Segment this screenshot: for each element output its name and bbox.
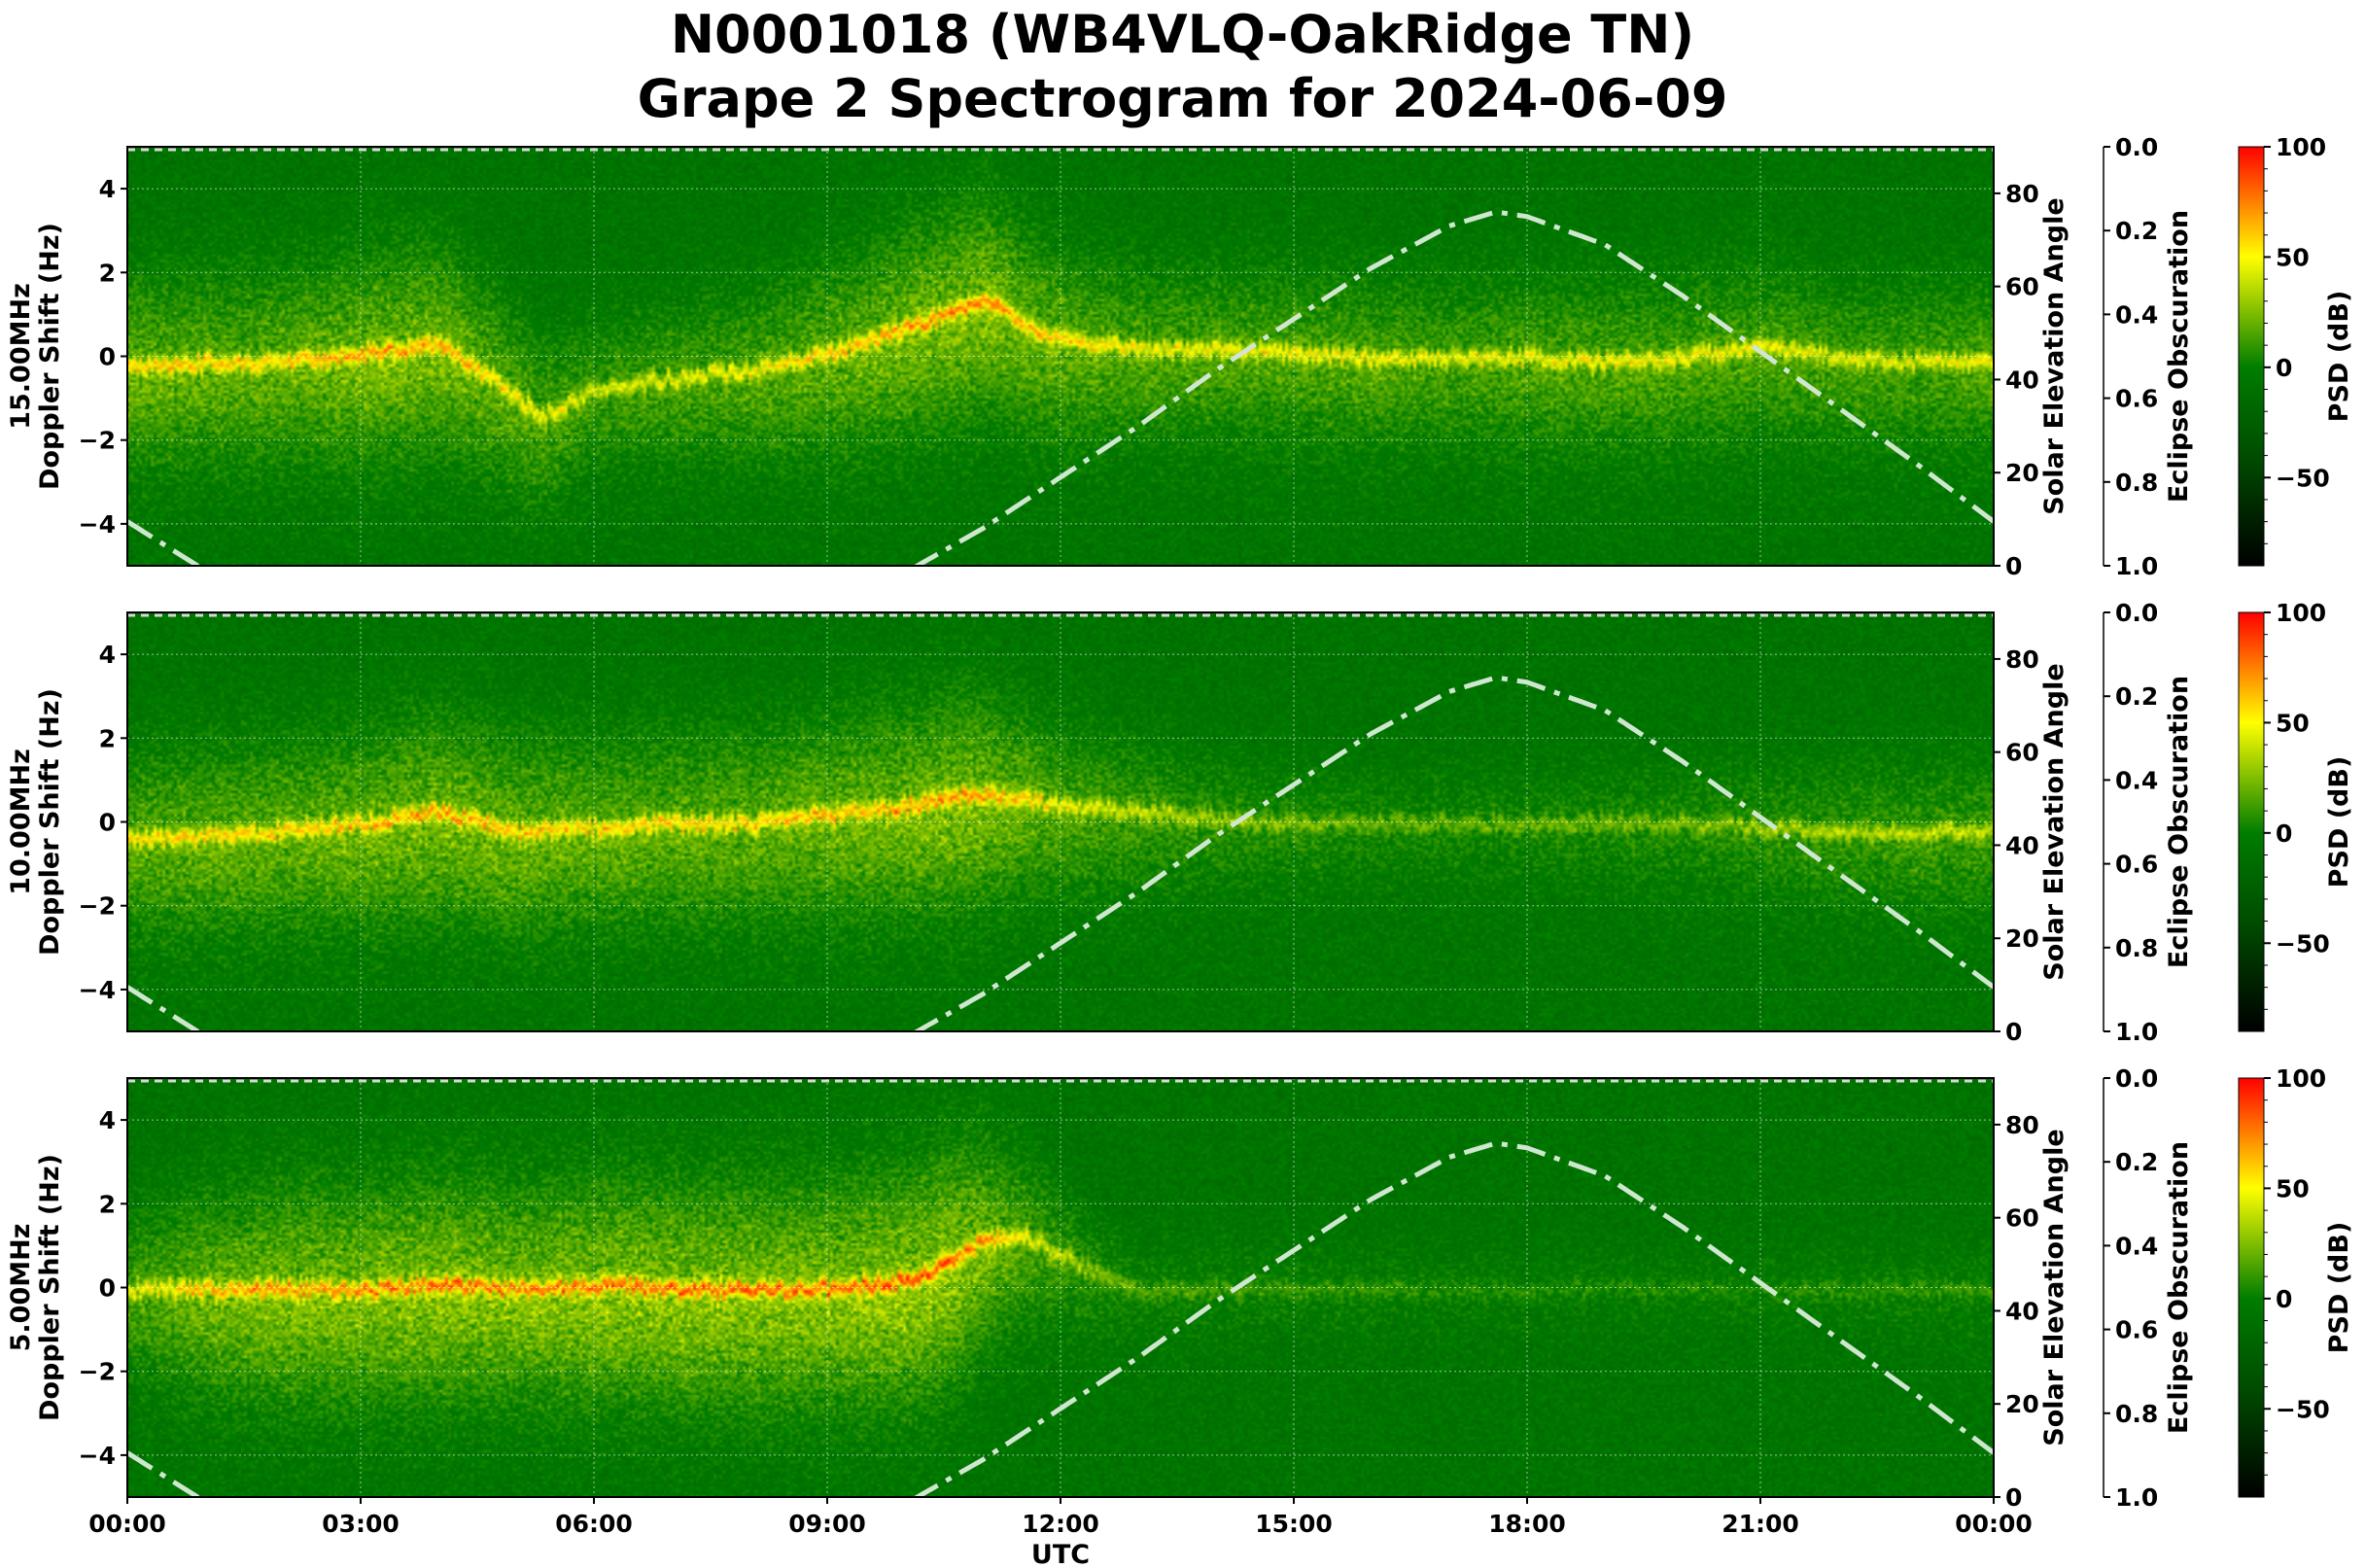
eclipse-tick-label: 0.8 [2115,1400,2158,1428]
colorbar [2238,146,2265,567]
y-tick-label: −4 [79,976,116,1004]
frequency-label: 15.00MHz [6,283,36,430]
y-tick-label: 2 [99,1190,116,1218]
x-tick-label: 21:00 [1722,1510,1799,1538]
elevation-tick-label: 20 [2005,1390,2039,1418]
y-tick-label: 0 [99,343,116,371]
elevation-tick-label: 80 [2005,1111,2039,1139]
elevation-tick-label: 20 [2005,459,2039,487]
y-tick-label: 4 [99,175,116,203]
elevation-tick-label: 0 [2005,552,2022,580]
eclipse-tick-label: 0.0 [2115,599,2158,627]
colorbar-tick-label: 50 [2276,243,2310,271]
y-tick-label: 4 [99,641,116,669]
eclipse-tick-label: 0.2 [2115,1148,2158,1176]
elevation-tick-label: 20 [2005,924,2039,953]
colorbar-tick-label: 0 [2276,354,2292,382]
colorbar-tick-label: −50 [2276,929,2330,958]
elevation-tick-label: 40 [2005,831,2039,859]
x-tick-label: 12:00 [1022,1510,1099,1538]
x-tick-label: 03:00 [322,1510,400,1538]
eclipse-tick-label: 0.0 [2115,1064,2158,1093]
colorbar-tick-label: 0 [2276,819,2292,848]
x-tick-label: 00:00 [1955,1510,2033,1538]
colorbar [2238,611,2265,1032]
x-tick-label: 18:00 [1488,1510,1566,1538]
colorbar [2238,1077,2265,1498]
elevation-tick-label: 0 [2005,1483,2022,1512]
y-tick-label: −2 [79,427,116,455]
solar-elevation-curve [127,209,1994,566]
x-tick-label: 09:00 [788,1510,866,1538]
eclipse-axis-label: Eclipse Obscuration [2164,676,2194,968]
y-tick-label: 2 [99,259,116,287]
eclipse-tick-label: 0.6 [2115,851,2158,879]
eclipse-axis-label: Eclipse Obscuration [2164,1141,2194,1434]
colorbar-label: PSD (dB) [2324,291,2354,423]
colorbar-tick-label: 100 [2276,1064,2326,1093]
frequency-label: 10.00MHz [6,749,36,895]
eclipse-tick-label: 1.0 [2115,1483,2158,1512]
y-tick-label: 2 [99,724,116,752]
eclipse-tick-label: 0.4 [2115,300,2158,329]
elevation-tick-label: 60 [2005,739,2039,767]
colorbar-label: PSD (dB) [2324,756,2354,889]
x-axis-label: UTC [1031,1540,1090,1568]
y-tick-label: −4 [79,510,116,539]
colorbar-tick-label: 0 [2276,1285,2292,1313]
solar-elevation-curve [127,675,1994,1031]
elevation-axis-label: Solar Elevation Angle [2039,1129,2069,1446]
eclipse-tick-label: 0.6 [2115,385,2158,413]
y-tick-label: 0 [99,1274,116,1303]
elevation-tick-label: 60 [2005,273,2039,301]
y-axis-label: Doppler Shift (Hz) [35,223,65,490]
colorbar-tick-label: 100 [2276,599,2326,627]
colorbar-tick-label: −50 [2276,464,2330,492]
eclipse-tick-label: 0.0 [2115,133,2158,161]
eclipse-tick-label: 0.2 [2115,217,2158,245]
figure-title-line1: N0001018 (WB4VLQ-OakRidge TN) [670,4,1695,65]
elevation-tick-label: 80 [2005,180,2039,208]
y-axis-label: Doppler Shift (Hz) [35,1154,65,1421]
x-tick-label: 06:00 [555,1510,633,1538]
elevation-tick-label: 40 [2005,366,2039,394]
colorbar-tick-label: −50 [2276,1395,2330,1423]
eclipse-tick-label: 0.2 [2115,682,2158,711]
y-tick-label: 0 [99,809,116,837]
y-tick-label: −2 [79,1358,116,1386]
x-tick-label: 00:00 [88,1510,166,1538]
elevation-tick-label: 80 [2005,645,2039,674]
colorbar-tick-label: 50 [2276,709,2310,737]
colorbar-tick-label: 100 [2276,133,2326,161]
colorbar-label: PSD (dB) [2324,1222,2354,1354]
colorbar-tick-label: 50 [2276,1174,2310,1202]
x-tick-label: 15:00 [1255,1510,1333,1538]
eclipse-tick-label: 0.8 [2115,934,2158,962]
eclipse-tick-label: 1.0 [2115,552,2158,580]
elevation-axis-label: Solar Elevation Angle [2039,663,2069,980]
y-axis-label: Doppler Shift (Hz) [35,688,65,956]
frequency-label: 5.00MHz [6,1224,36,1352]
solar-elevation-curve [127,1140,1994,1497]
elevation-tick-label: 40 [2005,1297,2039,1325]
y-tick-label: −2 [79,892,116,921]
eclipse-tick-label: 0.4 [2115,766,2158,794]
eclipse-tick-label: 0.6 [2115,1316,2158,1344]
elevation-axis-label: Solar Elevation Angle [2039,197,2069,514]
elevation-tick-label: 0 [2005,1018,2022,1046]
eclipse-tick-label: 1.0 [2115,1018,2158,1046]
y-tick-label: −4 [79,1442,116,1470]
eclipse-tick-label: 0.8 [2115,469,2158,497]
eclipse-axis-label: Eclipse Obscuration [2164,210,2194,503]
y-tick-label: 4 [99,1106,116,1134]
eclipse-tick-label: 0.4 [2115,1232,2158,1260]
elevation-tick-label: 60 [2005,1204,2039,1233]
figure-title-line2: Grape 2 Spectrogram for 2024-06-09 [637,68,1728,129]
